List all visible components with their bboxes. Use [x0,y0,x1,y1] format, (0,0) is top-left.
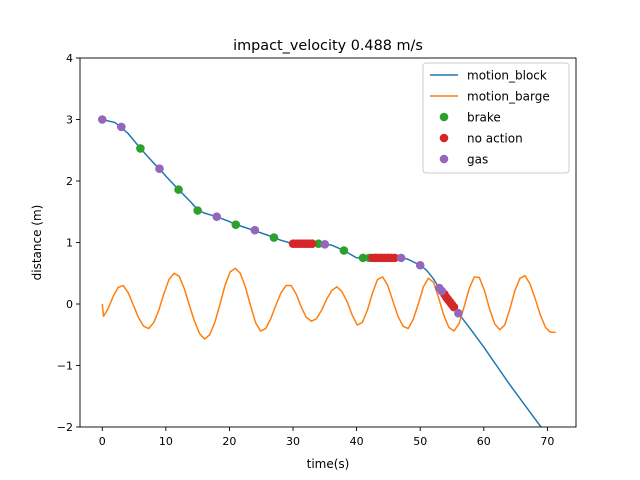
x-tick-label: 50 [413,435,427,448]
x-tick-label: 40 [350,435,364,448]
legend-label-motion-barge: motion_barge [467,90,550,104]
chart-title: impact_velocity 0.488 m/s [233,38,423,54]
legend-box [422,62,570,174]
y-tick-label: 4 [66,52,73,65]
point-brake [136,144,145,153]
point-no-action [390,253,400,263]
legend-label-no-action: no action [467,132,523,146]
point-no-action [307,239,317,249]
point-gas [437,286,447,296]
y-tick-label: −2 [57,421,73,434]
series-layer [97,115,556,427]
point-brake [314,239,323,249]
legend-swatch-no-action [439,133,449,143]
legend-label-brake: brake [467,111,501,125]
point-gas [250,225,260,235]
y-tick-label: −1 [57,360,73,373]
y-tick-label: 0 [66,298,73,311]
y-tick-label: 3 [66,114,73,127]
point-brake [231,220,241,229]
series-line-motion-barge [101,267,556,340]
x-tick-label: 70 [540,435,554,448]
legend-label-motion-block: motion_block [467,69,547,83]
legend-label-gas: gas [467,153,488,167]
y-axis: −2 −1 0 1 2 3 4 [57,52,80,434]
x-tick-label: 0 [99,435,106,448]
point-no-action [449,302,459,312]
x-tick-label: 60 [477,435,491,448]
point-gas [415,260,425,270]
y-tick-label: 2 [66,175,73,188]
point-brake [358,253,368,263]
legend-swatch-gas [439,154,449,164]
legend-swatch-brake [439,112,449,122]
point-brake [174,185,183,194]
y-tick-label: 1 [66,237,73,250]
x-tick-label: 20 [222,435,236,448]
point-brake [193,206,202,215]
point-gas [212,212,222,221]
point-gas [97,115,107,124]
y-axis-label: distance (m) [30,205,44,281]
point-brake [339,246,349,255]
x-tick-label: 10 [159,435,173,448]
point-gas [454,308,463,318]
point-gas [320,240,330,249]
point-gas [117,122,126,132]
point-brake [269,233,279,242]
point-gas [155,164,164,173]
x-axis: 0 10 20 30 40 50 60 70 [99,427,554,448]
point-gas [396,253,406,263]
x-tick-label: 30 [286,435,300,448]
x-axis-label: time(s) [307,457,350,471]
